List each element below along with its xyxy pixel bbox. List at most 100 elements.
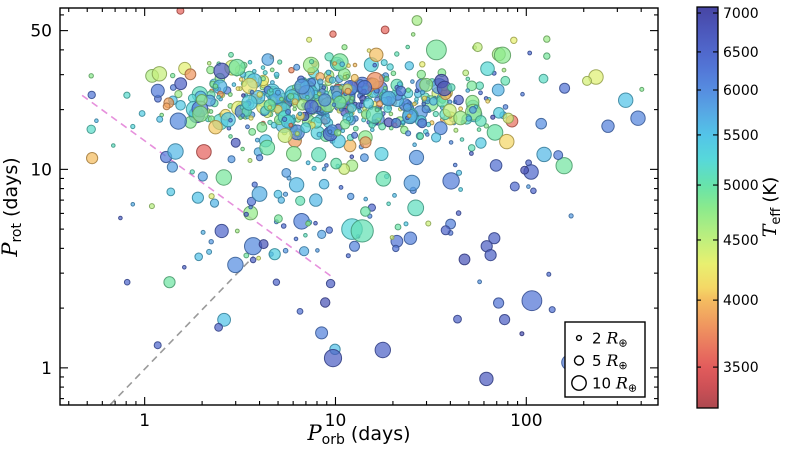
data-point xyxy=(86,124,96,135)
data-point xyxy=(406,113,412,119)
data-point xyxy=(294,78,310,95)
reference-lines xyxy=(81,94,334,405)
data-point xyxy=(555,157,573,175)
data-point xyxy=(389,235,395,240)
data-point xyxy=(217,312,232,327)
data-point xyxy=(318,93,332,107)
colorbar-gradient xyxy=(697,7,718,408)
data-point xyxy=(465,88,471,93)
data-point xyxy=(234,228,240,234)
data-point xyxy=(315,326,329,340)
notable-data-point xyxy=(618,92,634,108)
data-point xyxy=(469,106,477,114)
data-point xyxy=(476,127,482,132)
data-point xyxy=(341,44,348,51)
notable-data-point xyxy=(440,225,451,236)
data-point xyxy=(297,111,303,117)
colorbar-tick-label: 5000 xyxy=(723,178,759,194)
data-point xyxy=(453,127,459,133)
data-point xyxy=(349,240,360,252)
data-point xyxy=(490,114,496,120)
data-point xyxy=(330,157,342,170)
data-point xyxy=(376,100,384,108)
data-point xyxy=(363,97,374,109)
data-point xyxy=(350,73,359,82)
data-point xyxy=(453,110,468,126)
data-point xyxy=(474,115,487,127)
data-point xyxy=(455,210,462,216)
data-point xyxy=(302,56,320,74)
y-tick-label: 10 xyxy=(30,160,52,180)
data-point xyxy=(332,61,338,66)
data-point xyxy=(247,158,253,163)
data-point xyxy=(241,93,246,98)
data-point xyxy=(220,112,236,128)
colorbar-label: Teff(K) xyxy=(759,177,784,238)
data-point xyxy=(182,265,187,270)
colorbar-tick-label: 3500 xyxy=(723,360,759,376)
data-point xyxy=(568,213,574,219)
data-point xyxy=(346,63,351,68)
data-point xyxy=(156,115,164,123)
notable-data-point xyxy=(277,196,285,204)
x-tick-label: 100 xyxy=(510,411,542,431)
data-point xyxy=(329,86,335,91)
data-point xyxy=(327,129,333,135)
x-axis-label: Porb (days) xyxy=(306,421,410,448)
data-point xyxy=(209,198,220,208)
notable-data-point xyxy=(499,314,511,326)
data-point xyxy=(216,94,222,100)
data-point xyxy=(455,169,463,176)
size-legend: 2 R⊕5 R⊕10 R⊕ xyxy=(564,321,646,398)
data-point xyxy=(282,191,289,197)
data-point xyxy=(333,129,342,137)
data-point xyxy=(206,65,215,75)
y-axis-label: Prot(days) xyxy=(0,157,25,257)
data-point xyxy=(408,149,425,166)
data-point xyxy=(419,77,434,92)
notable-data-point xyxy=(176,8,185,15)
data-point xyxy=(200,229,206,235)
data-point xyxy=(390,70,397,77)
axes: 1 10 100 1 10 50 Porb (days) Prot(days) xyxy=(0,7,659,448)
data-point xyxy=(431,132,442,143)
data-point xyxy=(370,127,375,133)
y-tick-label: 50 xyxy=(30,22,52,42)
data-point xyxy=(324,163,329,168)
data-point xyxy=(274,214,283,224)
data-point xyxy=(351,131,359,139)
data-point xyxy=(313,220,318,226)
axis-tick-labels: 1 10 100 1 10 50 xyxy=(30,22,542,431)
data-point xyxy=(374,107,380,113)
data-point-cloud xyxy=(86,8,646,387)
data-point xyxy=(414,96,419,102)
data-point xyxy=(130,202,136,207)
data-point xyxy=(293,236,299,242)
data-point xyxy=(286,146,302,162)
data-point xyxy=(386,63,394,71)
data-point xyxy=(502,112,514,124)
data-point xyxy=(268,87,274,93)
notable-data-point xyxy=(258,239,269,250)
data-point xyxy=(94,118,99,123)
data-point xyxy=(520,91,525,97)
data-point xyxy=(277,59,283,65)
data-point xyxy=(325,278,336,289)
notable-data-point xyxy=(484,249,497,262)
data-point xyxy=(273,71,280,78)
data-point xyxy=(432,110,439,118)
colorbar-tick-label: 4500 xyxy=(723,233,759,249)
notable-data-point xyxy=(472,42,483,53)
data-point xyxy=(228,134,233,139)
data-point xyxy=(243,252,250,259)
data-point xyxy=(380,59,388,67)
notable-data-point xyxy=(329,30,337,38)
data-point xyxy=(293,63,301,71)
data-point xyxy=(208,239,214,245)
notable-data-point xyxy=(374,341,391,359)
data-point xyxy=(291,98,299,106)
notable-data-point xyxy=(520,165,529,175)
data-point xyxy=(249,89,255,95)
data-point xyxy=(526,184,531,189)
